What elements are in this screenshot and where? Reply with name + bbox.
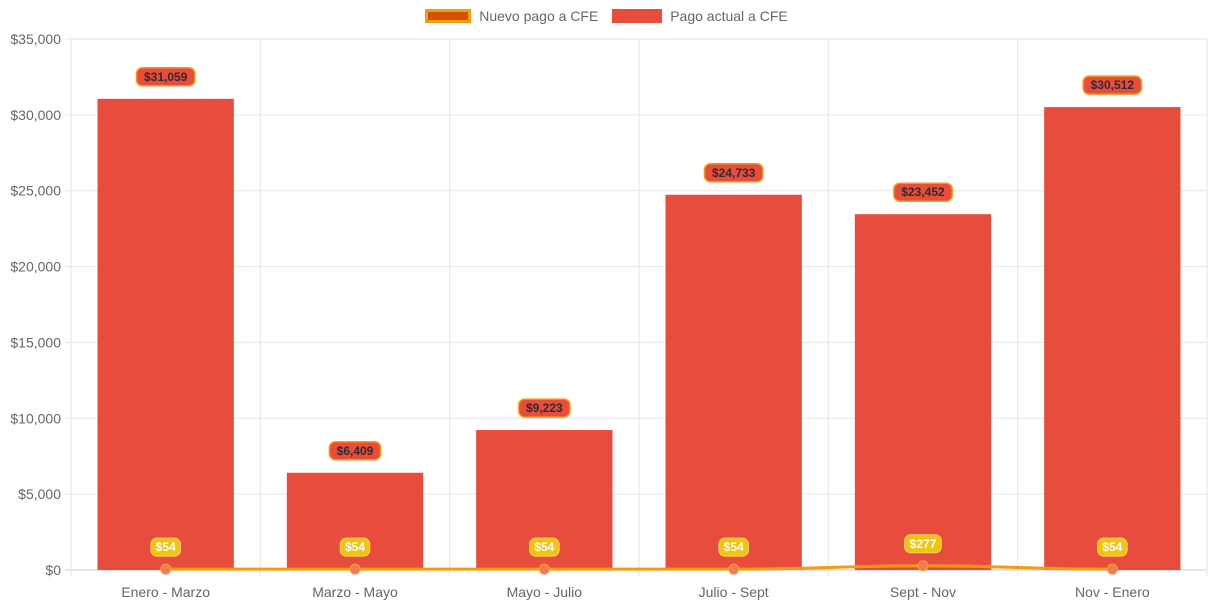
bar-data-label: $23,452 — [901, 185, 945, 199]
line-data-label: $54 — [724, 540, 744, 554]
bar-label-badge — [135, 67, 196, 87]
series-line-nuevo-pago — [165, 564, 1113, 571]
y-tick-label: $30,000 — [10, 107, 61, 123]
y-tick-label: $25,000 — [10, 183, 61, 199]
x-tick-label: Sept - Nov — [890, 584, 956, 600]
line-data-label: $54 — [534, 540, 554, 554]
line-data-label: $54 — [156, 540, 176, 554]
line-data-label: $54 — [345, 540, 365, 554]
bar-enero-marzo — [97, 98, 234, 571]
x-tick-label: Mayo - Julio — [507, 584, 583, 600]
legend-label-pago-actual: Pago actual a CFE — [670, 8, 788, 24]
bar-data-label: $31,059 — [144, 70, 188, 84]
line-label-badge — [718, 537, 749, 557]
bar-label-badge — [703, 163, 764, 183]
bar-data-label: $24,733 — [712, 166, 756, 180]
x-tick-label: Marzo - Mayo — [312, 584, 398, 600]
x-tick-label: Julio - Sept — [699, 584, 769, 600]
line-point-julio-sept — [728, 563, 740, 575]
bar-data-label: $9,223 — [526, 401, 563, 415]
bar-nov-enero — [1044, 107, 1181, 571]
y-tick-label: $5,000 — [18, 486, 61, 502]
line-point-marzo-mayo — [349, 563, 361, 575]
bar-label-badge — [517, 398, 571, 418]
line-point-nov-enero — [1106, 563, 1118, 575]
line-label-badge — [1097, 537, 1128, 557]
line-data-label: $277 — [910, 537, 937, 551]
line-point-enero-marzo — [160, 563, 172, 575]
line-data-label: $54 — [1102, 540, 1122, 554]
bar-sept-nov — [854, 214, 992, 571]
y-tick-label: $0 — [45, 562, 61, 578]
legend-item-pago-actual[interactable]: Pago actual a CFE — [612, 8, 788, 24]
bar-label-badge — [1082, 75, 1143, 95]
bar-julio-sept — [665, 194, 802, 570]
x-tick-label: Nov - Enero — [1075, 584, 1150, 600]
line-label-badge — [339, 537, 371, 557]
legend: Nuevo pago a CFE Pago actual a CFE — [0, 8, 1213, 26]
bar-label-badge — [893, 182, 953, 202]
line-label-badge — [904, 534, 942, 554]
bar-label-badge — [328, 441, 382, 461]
y-tick-label: $15,000 — [10, 334, 61, 350]
line-label-badge — [529, 537, 560, 557]
bar-data-label: $30,512 — [1091, 78, 1135, 92]
legend-label-nuevo-pago: Nuevo pago a CFE — [479, 8, 599, 24]
line-label-badge — [150, 537, 181, 557]
y-tick-label: $20,000 — [10, 259, 61, 275]
line-point-mayo-julio — [538, 563, 550, 575]
y-tick-label: $35,000 — [10, 31, 61, 47]
legend-swatch-pago-actual — [612, 9, 663, 23]
x-tick-label: Enero - Marzo — [121, 584, 210, 600]
legend-swatch-nuevo-pago — [425, 9, 472, 23]
bar-data-label: $6,409 — [337, 444, 374, 458]
line-point-sept-nov — [917, 560, 929, 572]
y-tick-label: $10,000 — [10, 410, 61, 426]
legend-item-nuevo-pago[interactable]: Nuevo pago a CFE — [425, 8, 598, 24]
